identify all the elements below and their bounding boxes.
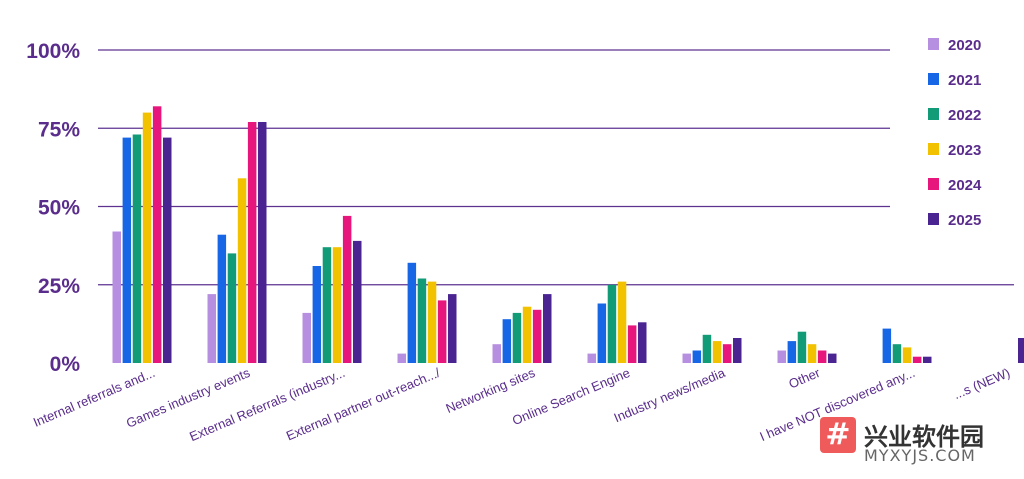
bar-2020 xyxy=(112,231,121,363)
y-tick-label: 0% xyxy=(50,353,81,376)
bar-2022 xyxy=(702,334,712,363)
x-category-label: External Referrals (industry... xyxy=(187,365,347,444)
bar-2023 xyxy=(807,344,817,363)
bar-2021 xyxy=(882,328,892,363)
y-tick-label: 25% xyxy=(38,275,80,298)
bar-2021 xyxy=(787,341,797,363)
bar-2020 xyxy=(207,294,216,363)
bar-2024 xyxy=(912,356,922,363)
bar-2024 xyxy=(437,300,447,363)
bar-2024 xyxy=(817,350,827,363)
x-category-label: External partner out-reach.../ xyxy=(284,365,443,444)
bar-2023 xyxy=(237,178,247,363)
bar-2025 xyxy=(828,353,837,363)
bar-2022 xyxy=(607,284,617,364)
bar-2021 xyxy=(122,137,132,363)
bar-2023 xyxy=(332,247,342,363)
legend-swatch xyxy=(928,38,939,50)
watermark-hash-icon: # xyxy=(820,417,856,453)
bar-2021 xyxy=(217,234,227,363)
bar-2024 xyxy=(342,215,352,363)
watermark-title: 兴业软件园 xyxy=(864,423,984,451)
bar-2023 xyxy=(142,112,152,363)
bar-2022 xyxy=(322,247,332,363)
bar-2025 xyxy=(923,356,932,363)
bar-2023 xyxy=(617,281,627,363)
bar-2021 xyxy=(312,266,322,363)
bar-2025 xyxy=(543,294,552,363)
x-category-label: ...s (NEW) xyxy=(951,365,1012,402)
bar-2024 xyxy=(532,309,542,363)
bar-2022 xyxy=(417,278,427,363)
bar-2020 xyxy=(587,353,596,363)
bar-2021 xyxy=(692,350,702,363)
bar-2022 xyxy=(132,134,142,363)
bar-2021 xyxy=(502,319,512,363)
bar-2022 xyxy=(892,344,902,363)
legend-label: 2020 xyxy=(948,37,981,54)
bar-2024 xyxy=(152,106,162,364)
legend-label: 2025 xyxy=(948,212,981,229)
bar-2022 xyxy=(227,253,237,363)
legend-swatch xyxy=(928,178,939,190)
legend-swatch xyxy=(928,143,939,155)
y-tick-label: 100% xyxy=(26,40,80,63)
bar-2025 xyxy=(1018,338,1024,363)
bar-2021 xyxy=(597,303,607,363)
bar-2021 xyxy=(407,262,417,363)
bar-2020 xyxy=(777,350,786,363)
y-tick-label: 50% xyxy=(38,197,80,220)
bar-2022 xyxy=(797,331,807,363)
bar-2025 xyxy=(258,122,267,363)
bar-2024 xyxy=(247,122,257,363)
watermark-subtitle: MYXYJS.COM xyxy=(864,446,976,465)
legend-swatch xyxy=(928,73,939,85)
bar-2025 xyxy=(638,322,647,363)
bar-2023 xyxy=(712,341,722,363)
bar-2025 xyxy=(353,240,362,363)
legend-swatch xyxy=(928,108,939,120)
y-tick-label: 75% xyxy=(38,118,80,141)
bar-2025 xyxy=(733,338,742,363)
bar-2022 xyxy=(512,312,522,363)
bar-2020 xyxy=(302,312,311,363)
legend-label: 2023 xyxy=(948,142,981,159)
bar-2023 xyxy=(522,306,532,363)
legend-label: 2021 xyxy=(948,72,981,89)
bar-2025 xyxy=(448,294,457,363)
bar-2023 xyxy=(427,281,437,363)
bar-2025 xyxy=(163,137,172,363)
watermark-logo: # 兴业软件园 MYXYJS.COM xyxy=(818,414,1018,470)
x-category-label: Other xyxy=(786,365,822,392)
bar-2020 xyxy=(682,353,691,363)
legend-label: 2024 xyxy=(948,177,982,194)
bar-2020 xyxy=(397,353,406,363)
legend-label: 2022 xyxy=(948,107,981,124)
bar-2023 xyxy=(902,347,912,363)
bar-2024 xyxy=(722,344,732,363)
bar-2024 xyxy=(627,325,637,363)
legend-swatch xyxy=(928,213,939,225)
bar-2020 xyxy=(492,344,501,363)
